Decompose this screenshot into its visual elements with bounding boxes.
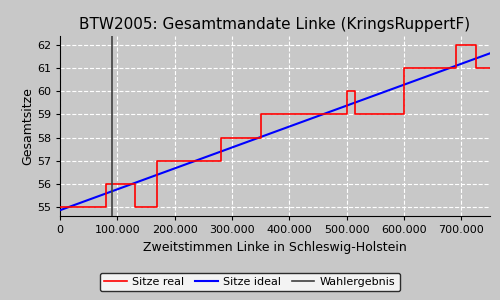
Sitze real (103, 182, 109, 185)
Sitze real (218, 159, 224, 162)
Sitze real (154, 159, 160, 162)
Sitze real (189, 159, 195, 162)
Sitze real (103, 205, 109, 208)
Legend: Sitze real, Sitze ideal, Wahlergebnis: Sitze real, Sitze ideal, Wahlergebnis (100, 273, 400, 291)
Sitze real (344, 90, 349, 93)
Sitze real (401, 67, 407, 70)
Sitze real (452, 44, 458, 47)
Sitze real (258, 113, 264, 116)
Sitze real (280, 113, 286, 116)
Sitze real (424, 67, 430, 70)
Y-axis label: Gesamtsitze: Gesamtsitze (21, 87, 34, 165)
Sitze real (132, 182, 138, 185)
Sitze real (57, 205, 63, 208)
Sitze real (218, 136, 224, 139)
Sitze real (401, 113, 407, 116)
Sitze real (280, 113, 286, 116)
Sitze real (352, 90, 358, 93)
Sitze real (472, 67, 478, 70)
X-axis label: Zweitstimmen Linke in Schleswig-Holstein: Zweitstimmen Linke in Schleswig-Holstein (143, 241, 407, 254)
Sitze real (352, 113, 358, 116)
Sitze real (452, 67, 458, 70)
Sitze real (154, 205, 160, 208)
Line: Sitze real: Sitze real (60, 45, 490, 207)
Sitze real (472, 44, 478, 47)
Sitze real (487, 67, 493, 70)
Title: BTW2005: Gesamtmandate Linke (KringsRuppertF): BTW2005: Gesamtmandate Linke (KringsRupp… (80, 17, 470, 32)
Sitze real (258, 136, 264, 139)
Sitze real (189, 159, 195, 162)
Sitze real (344, 113, 349, 116)
Sitze real (132, 205, 138, 208)
Sitze real (424, 67, 430, 70)
